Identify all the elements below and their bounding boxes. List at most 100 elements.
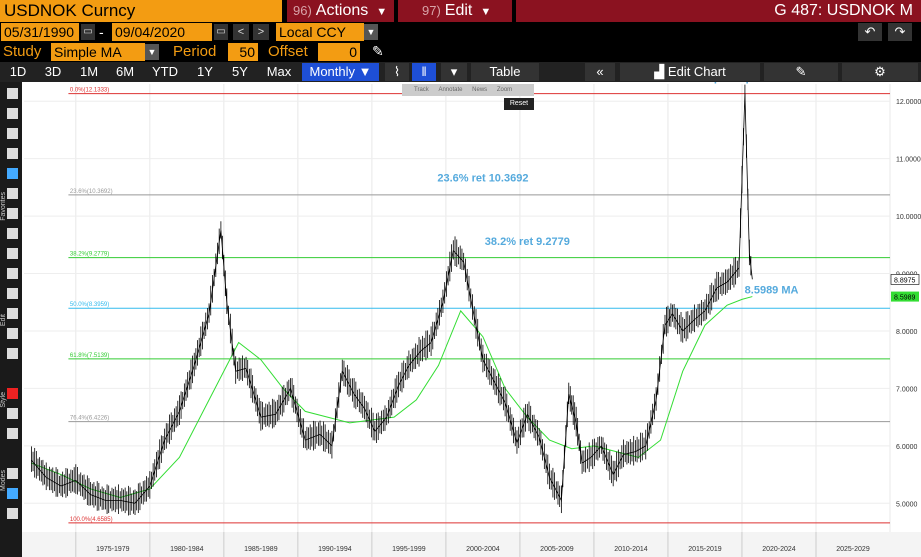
line-width-icon[interactable]: [7, 408, 18, 419]
rectangle-tool-icon[interactable]: [7, 268, 18, 279]
calendar-icon[interactable]: ▭: [214, 24, 228, 40]
line-chart-icon[interactable]: ⌇: [385, 63, 409, 81]
period-label: Period: [173, 43, 217, 60]
y-tick-label: 11.0000: [896, 157, 921, 164]
zoom-tool[interactable]: Zoom: [496, 87, 513, 93]
chart-tool-strip: Track Annotate News Zoom: [402, 84, 534, 96]
x-tick-label: 2005-2009: [540, 546, 574, 553]
y-tick-label: 8.0000: [896, 329, 918, 336]
fib-level-label: 76.4%(6.4226): [70, 416, 109, 422]
mode-icon[interactable]: [7, 488, 18, 499]
pencil-icon[interactable]: ✎: [372, 43, 384, 59]
chart-annotation: 8.5989 MA: [745, 285, 799, 297]
y-tick-label: 10.0000: [896, 214, 921, 221]
cursor-icon[interactable]: [7, 88, 18, 99]
measure-icon[interactable]: [7, 128, 18, 139]
line-style-icon[interactable]: [7, 428, 18, 439]
redo-icon[interactable]: ↷: [888, 23, 912, 41]
ticker-field[interactable]: USDNOK Curncy: [0, 0, 282, 22]
period-1d[interactable]: 1D: [9, 64, 27, 79]
style-label: Style: [0, 392, 7, 408]
x-tick-label: 1975-1979: [96, 546, 130, 553]
period-1m[interactable]: 1M: [79, 64, 99, 79]
frequency-select[interactable]: Monthly ▼: [302, 63, 379, 81]
period-toolbar: 1D 3D 1M 6M YTD 1Y 5Y Max Monthly ▼ ⌇ ‖ …: [0, 62, 921, 82]
actions-menu[interactable]: 96) Actions ▼: [287, 0, 394, 22]
study-select[interactable]: Simple MA: [51, 43, 145, 61]
line-tool-icon[interactable]: [7, 108, 18, 119]
offset-label: Offset: [268, 43, 308, 60]
chart-annotation: 38.2% ret 9.2779: [485, 236, 570, 248]
news-tool[interactable]: News: [472, 87, 488, 93]
favorites-label: Favorites: [0, 192, 7, 221]
drawing-sidebar: Favorites Edit Style Modes: [0, 82, 22, 557]
collapse-icon[interactable]: «: [585, 63, 615, 81]
top-bar: USDNOK Curncy 96) Actions ▼ 97) Edit ▼ G 487…: [0, 0, 921, 22]
next-arrow-icon[interactable]: >: [253, 24, 269, 40]
pitchfork-icon[interactable]: [7, 228, 18, 239]
copy-icon[interactable]: [7, 328, 18, 339]
brush-tool-icon[interactable]: [7, 288, 18, 299]
channel-tool-icon[interactable]: [7, 188, 18, 199]
text-tool-icon[interactable]: [7, 148, 18, 159]
x-tick-label: 1995-1999: [392, 546, 426, 553]
hline-tool-icon[interactable]: [7, 248, 18, 259]
date-separator: -: [99, 24, 104, 40]
track-tool[interactable]: Track: [414, 87, 429, 93]
period-3d[interactable]: 3D: [44, 64, 62, 79]
edit-number: 97): [422, 3, 441, 18]
delete-icon[interactable]: [7, 348, 18, 359]
chart-type-dropdown[interactable]: ▾: [441, 63, 467, 81]
frequency-label: Monthly: [309, 64, 356, 79]
gear-icon[interactable]: ⚙: [842, 63, 918, 81]
chevron-down-icon: ▼: [480, 6, 492, 18]
period-max[interactable]: Max: [266, 64, 292, 79]
eraser-icon[interactable]: [7, 308, 18, 319]
table-button[interactable]: Table: [471, 63, 539, 81]
fib-level-label: 61.8%(7.5139): [70, 353, 109, 359]
start-date-field[interactable]: 05/31/1990: [1, 23, 79, 41]
undo-icon[interactable]: ↶: [858, 23, 882, 41]
chevron-down-icon: ▼: [358, 64, 372, 79]
color-swatch-icon[interactable]: [7, 388, 18, 399]
mode-icon-2[interactable]: [7, 508, 18, 519]
chart-annotation: 23.6% ret 10.3692: [437, 173, 528, 185]
period-1y[interactable]: 1Y: [197, 64, 213, 79]
fib-level-label: 100.0%(4.6585): [70, 517, 113, 523]
y-tick-label: 5.0000: [896, 501, 918, 508]
magnet-icon[interactable]: [7, 468, 18, 479]
x-tick-label: 2010-2014: [614, 546, 648, 553]
period-6m[interactable]: 6M: [115, 64, 135, 79]
period-5y[interactable]: 5Y: [232, 64, 248, 79]
last-price-label: 8.8975: [894, 277, 916, 284]
end-date-field[interactable]: 09/04/2020: [112, 23, 212, 41]
price-chart[interactable]: 0.0%(12.1333) 23.6%(10.3692) 38.2%(9.2779)…: [22, 82, 921, 557]
ma-line: [31, 296, 753, 499]
annotate-icon[interactable]: ✎: [764, 63, 838, 81]
annotate-tool[interactable]: Annotate: [438, 87, 463, 93]
chevron-down-icon[interactable]: ▼: [364, 24, 378, 40]
currency-select[interactable]: Local CCY: [276, 23, 364, 41]
edit-chart-button[interactable]: ▟ Edit Chart: [620, 63, 760, 81]
fib-tool-icon[interactable]: [7, 168, 18, 179]
edit-label: Edit: [0, 314, 7, 327]
x-tick-label: 2025-2029: [836, 546, 870, 553]
x-tick-label: 2015-2019: [688, 546, 722, 553]
chart-canvas[interactable]: 0.0%(12.1333) 23.6%(10.3692) 38.2%(9.2779)…: [22, 82, 921, 557]
fib-level-label: 38.2%(9.2779): [70, 252, 109, 258]
chevron-down-icon[interactable]: ▼: [145, 44, 159, 60]
calendar-icon[interactable]: ▭: [81, 24, 95, 40]
period-ytd[interactable]: YTD: [152, 64, 178, 79]
x-axis-band: [22, 532, 921, 557]
last-ma-label: 8.5989: [894, 295, 916, 302]
reset-button[interactable]: Reset: [504, 98, 534, 110]
offset-input[interactable]: 0: [318, 43, 360, 61]
price-line: [31, 93, 753, 504]
edit-menu[interactable]: 97) Edit ▼: [398, 0, 512, 22]
date-range-bar: 05/31/1990 ▭ - 09/04/2020 ▭ < > Local CC…: [0, 22, 921, 42]
arrow-tool-icon[interactable]: [7, 208, 18, 219]
bar-chart-icon[interactable]: ‖: [412, 63, 436, 81]
period-input[interactable]: 50: [228, 43, 258, 61]
previous-arrow-icon[interactable]: <: [233, 24, 249, 40]
y-tick-label: 6.0000: [896, 444, 918, 451]
